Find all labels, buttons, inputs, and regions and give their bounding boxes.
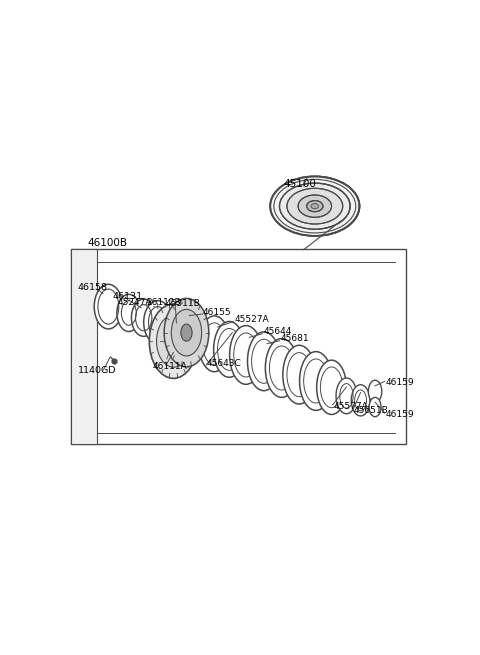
- Ellipse shape: [368, 381, 382, 403]
- Ellipse shape: [214, 322, 245, 377]
- Text: 46100B: 46100B: [88, 238, 128, 248]
- Ellipse shape: [229, 326, 263, 384]
- Ellipse shape: [168, 333, 179, 349]
- Text: 45651B: 45651B: [354, 406, 389, 415]
- Text: 45681: 45681: [280, 335, 309, 343]
- Ellipse shape: [171, 309, 202, 356]
- Text: 46159: 46159: [385, 410, 414, 419]
- Text: 1140GD: 1140GD: [78, 366, 116, 375]
- Ellipse shape: [279, 183, 350, 229]
- Ellipse shape: [270, 176, 360, 236]
- Ellipse shape: [164, 299, 209, 367]
- Text: 46159: 46159: [385, 379, 414, 387]
- Ellipse shape: [132, 299, 156, 337]
- Ellipse shape: [156, 315, 191, 367]
- Ellipse shape: [307, 200, 323, 212]
- Ellipse shape: [94, 284, 122, 329]
- Text: 45247A: 45247A: [118, 297, 152, 307]
- Ellipse shape: [351, 384, 370, 416]
- Ellipse shape: [287, 188, 343, 224]
- Ellipse shape: [181, 324, 192, 341]
- Ellipse shape: [300, 352, 332, 411]
- Ellipse shape: [369, 398, 381, 417]
- Ellipse shape: [144, 301, 172, 344]
- Ellipse shape: [311, 204, 319, 209]
- Ellipse shape: [298, 195, 332, 217]
- Ellipse shape: [199, 316, 230, 371]
- Text: 45100: 45100: [284, 179, 316, 189]
- Text: 46158: 46158: [78, 284, 108, 293]
- Text: 46131: 46131: [112, 292, 142, 301]
- Ellipse shape: [283, 345, 315, 404]
- Text: 45311B: 45311B: [165, 299, 200, 309]
- Text: 26112B: 26112B: [147, 297, 181, 307]
- Ellipse shape: [336, 378, 357, 414]
- Polygon shape: [71, 249, 97, 444]
- Ellipse shape: [265, 339, 298, 398]
- Ellipse shape: [248, 332, 280, 390]
- Ellipse shape: [317, 360, 347, 415]
- Text: 45527A: 45527A: [234, 315, 269, 324]
- Text: 45643C: 45643C: [207, 359, 242, 367]
- Ellipse shape: [149, 304, 198, 379]
- Text: 46155: 46155: [203, 309, 231, 318]
- Text: 45644: 45644: [263, 328, 291, 337]
- Ellipse shape: [117, 294, 141, 331]
- Text: 45577A: 45577A: [334, 402, 368, 411]
- Text: 46111A: 46111A: [153, 362, 188, 371]
